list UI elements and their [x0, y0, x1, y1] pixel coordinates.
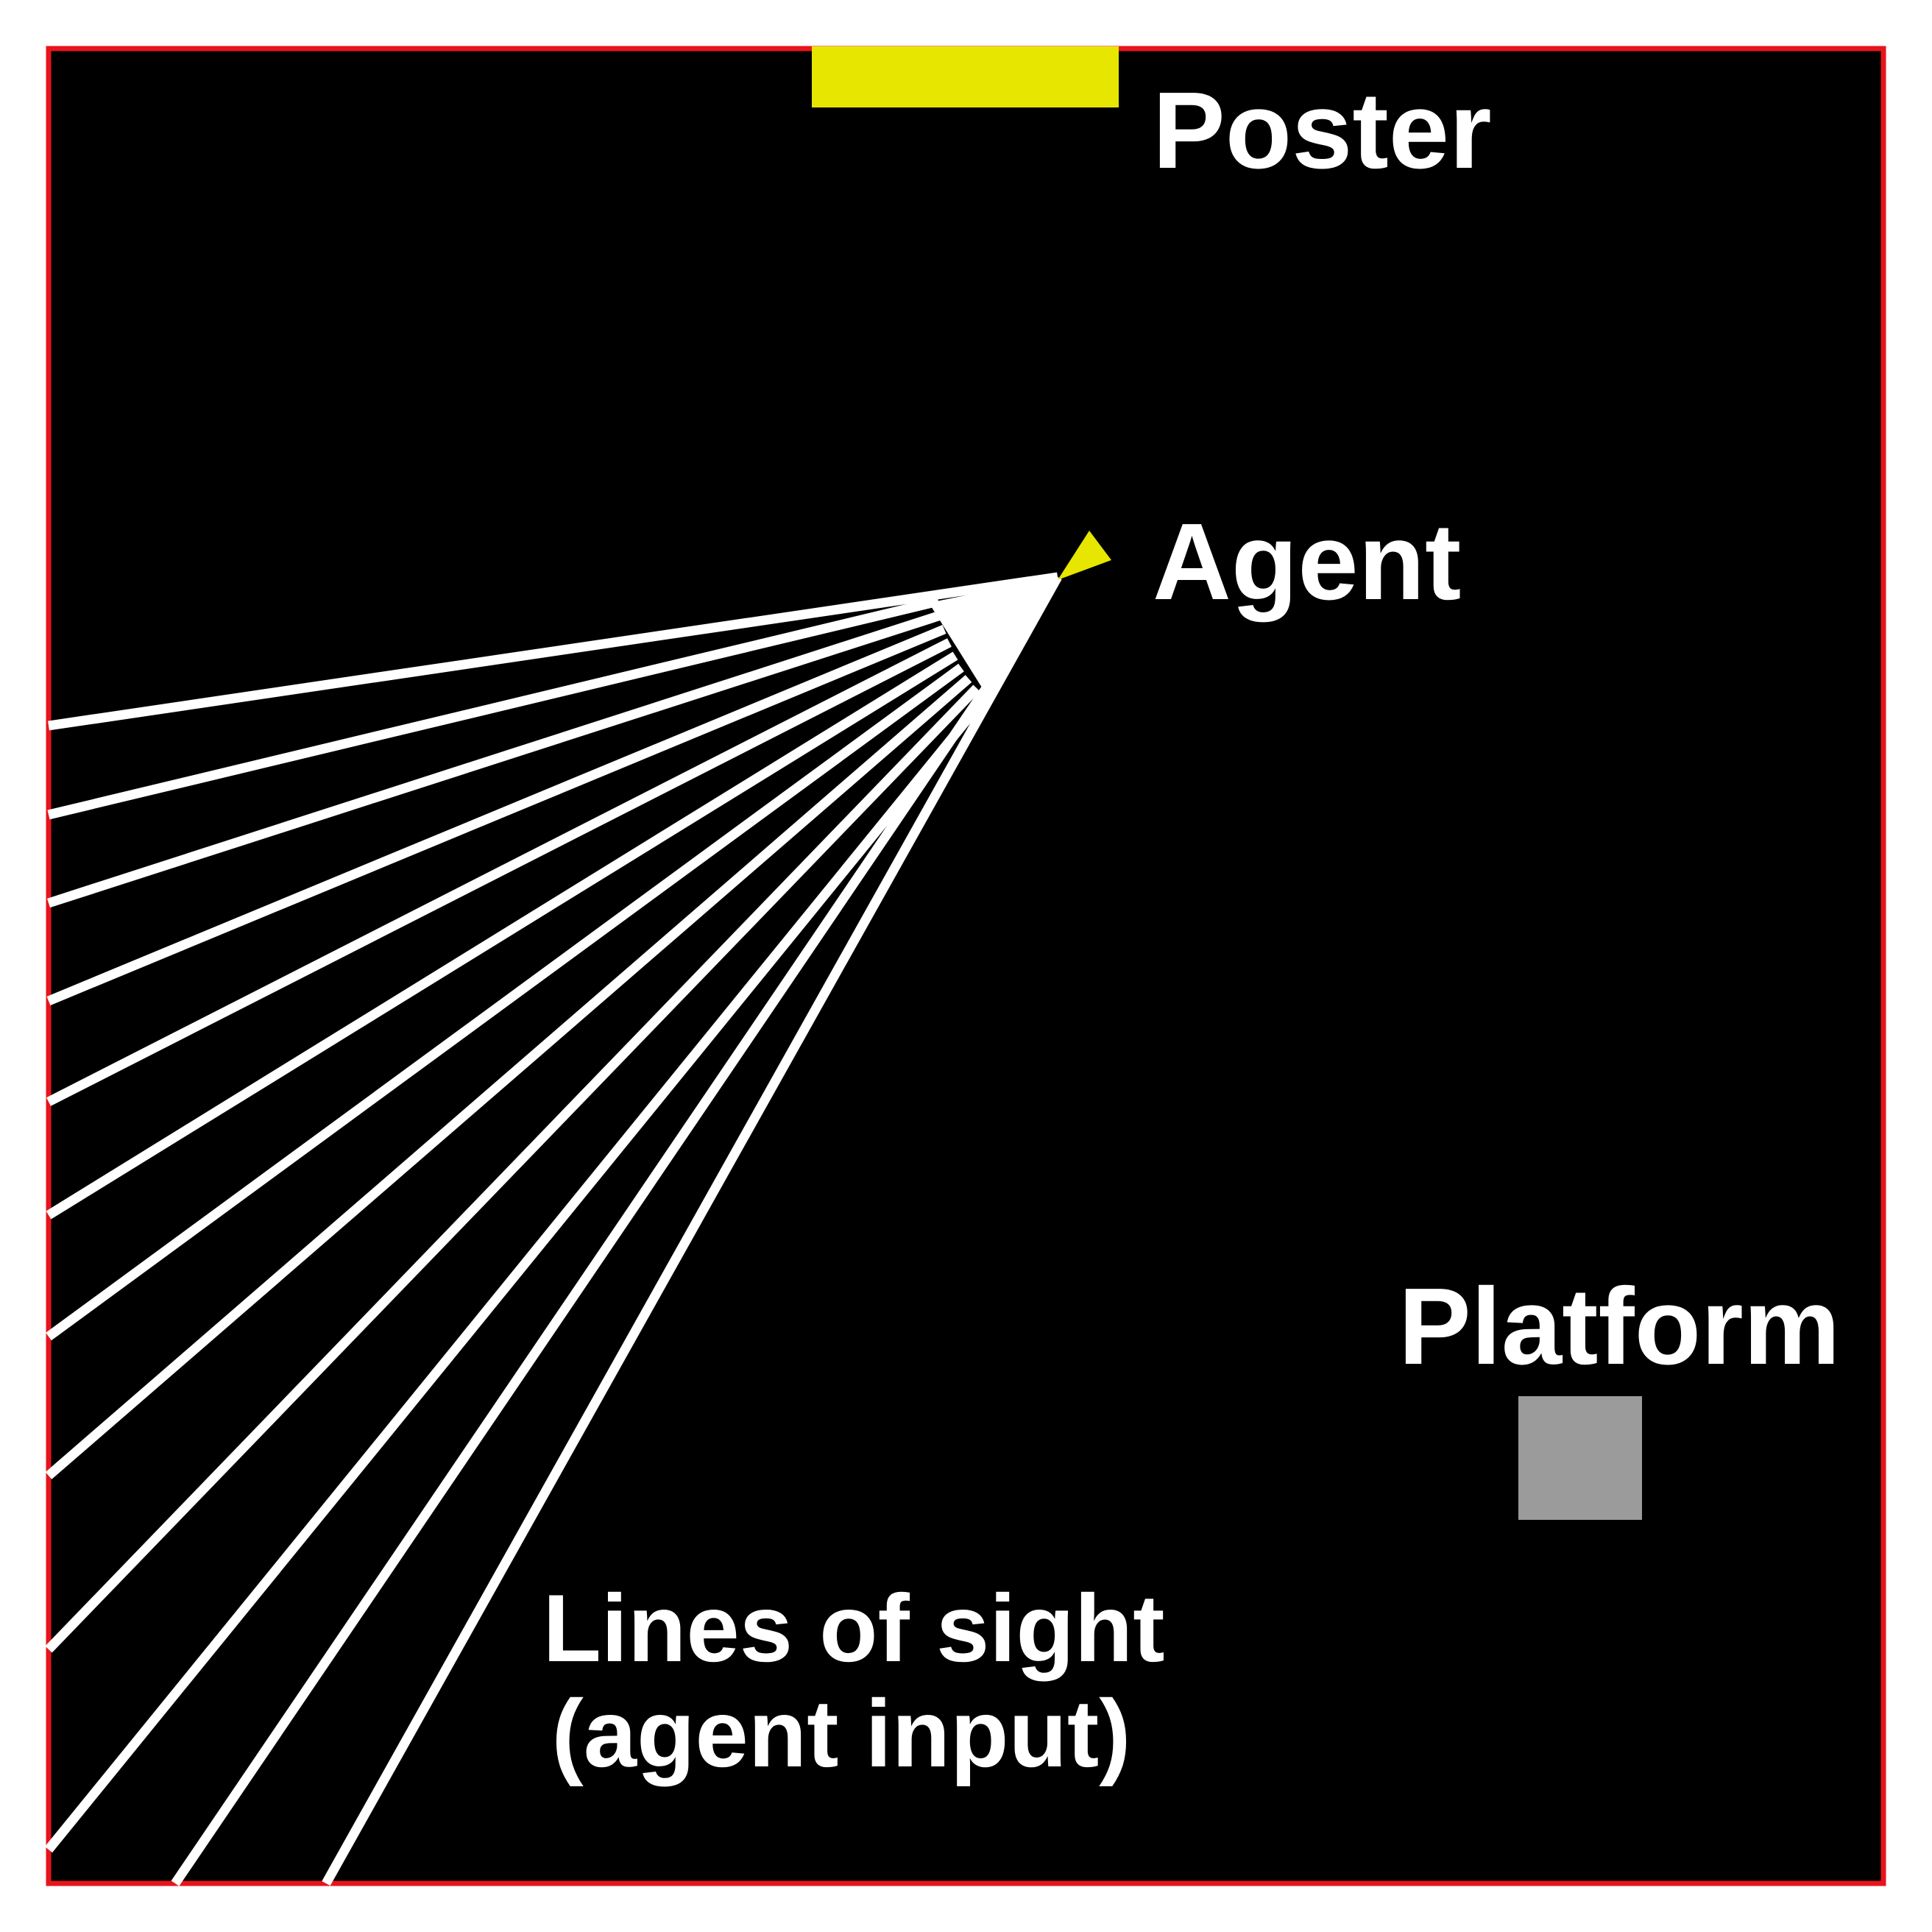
sight-line — [46, 663, 964, 1341]
sight-line — [322, 574, 1062, 1886]
sight-line — [46, 638, 952, 1106]
sight-line — [46, 624, 946, 1006]
sight-fan — [929, 577, 1058, 699]
sight-line — [44, 693, 990, 1853]
sight-lines-sublabel: (agent input) — [551, 1680, 1130, 1787]
sight-line — [45, 684, 980, 1653]
sight-line — [171, 674, 998, 1886]
triangle-agent-icon — [1058, 531, 1111, 580]
poster — [812, 46, 1119, 107]
platform — [1518, 1396, 1642, 1520]
sight-line — [46, 651, 958, 1220]
platform-label: Platform — [1398, 1266, 1840, 1387]
lines-of-sight — [44, 572, 1062, 1886]
poster-label: Poster — [1153, 70, 1492, 191]
agent-label: Agent — [1153, 501, 1461, 623]
sight-line — [48, 572, 1058, 731]
sight-lines-label: Lines of sight — [543, 1574, 1165, 1682]
sight-line — [47, 610, 942, 908]
sight-line — [47, 596, 940, 820]
sight-line — [45, 675, 972, 1479]
arena — [46, 46, 1886, 1886]
